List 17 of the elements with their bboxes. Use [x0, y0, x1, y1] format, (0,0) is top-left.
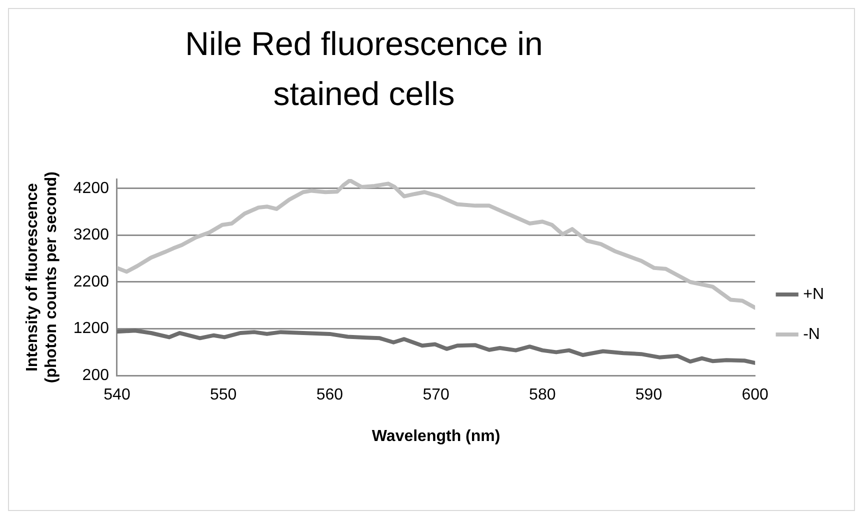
x-tick-label: 600	[742, 386, 769, 404]
legend-label: -N	[803, 326, 820, 343]
x-tick-label: 590	[635, 386, 662, 404]
x-axis-title: Wavelength (nm)	[372, 428, 500, 445]
y-tick-label: 3200	[73, 226, 110, 244]
x-tick-label: 570	[422, 386, 450, 404]
chart-title: Nile Red fluorescence in stained cells	[184, 24, 544, 114]
y-tick-label: 2200	[73, 273, 110, 290]
y-tick-label: 200	[82, 367, 110, 384]
y-tick-label: 4200	[73, 180, 110, 197]
y-tick-label: 1200	[73, 320, 110, 338]
x-tick-label: 550	[210, 386, 237, 404]
y-axis-title: Intensity of fluorescence (photon counts per second)	[24, 172, 60, 384]
legend-label: +N	[803, 286, 824, 303]
x-tick-label: 560	[316, 386, 344, 404]
x-tick-label: 540	[104, 386, 130, 404]
x-tick-label: 580	[529, 386, 556, 404]
